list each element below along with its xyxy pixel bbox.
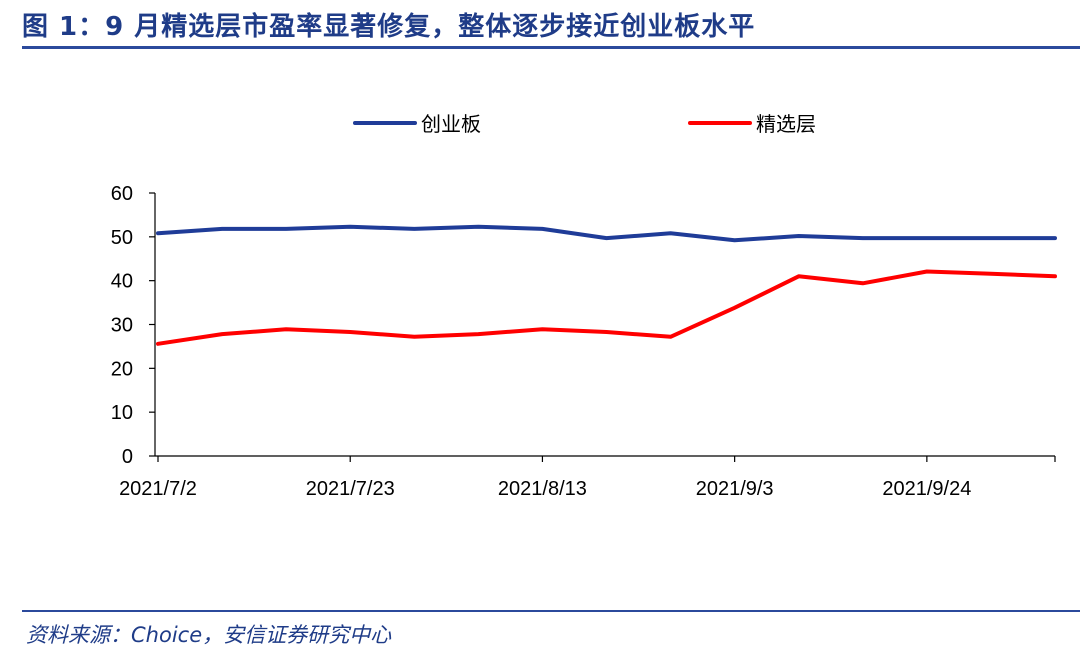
series-line-cyb bbox=[156, 224, 1057, 243]
title-divider bbox=[22, 46, 1080, 49]
line-chart: 创业板 精选层 0 10 20 30 40 50 60 2021/7/2 2021/7/23 202… bbox=[111, 112, 1057, 500]
y-tick-label: 60 bbox=[111, 183, 133, 205]
chart-axes: 0 10 20 30 40 50 60 2021/7/2 2021/7/23 2021/8/13 2… bbox=[111, 183, 1056, 500]
source-note: 资料来源：Choice，安信证券研究中心 bbox=[26, 623, 392, 647]
x-tick-label: 2021/7/23 bbox=[306, 478, 395, 500]
x-tick-label: 2021/8/13 bbox=[498, 478, 587, 500]
series-line-jxc bbox=[156, 269, 1057, 346]
y-tick-label: 10 bbox=[111, 402, 133, 424]
chart-legend: 创业板 精选层 bbox=[353, 112, 816, 136]
x-tick-label: 2021/7/2 bbox=[119, 478, 197, 500]
y-tick-label: 0 bbox=[122, 446, 133, 468]
page-title: 图 1：9 月精选层市盈率显著修复，整体逐步接近创业板水平 bbox=[22, 12, 756, 42]
source-divider bbox=[22, 610, 1080, 612]
y-tick-label: 20 bbox=[111, 358, 133, 380]
x-tick-label: 2021/9/3 bbox=[696, 478, 774, 500]
chart-series bbox=[156, 224, 1057, 346]
y-tick-label: 30 bbox=[111, 315, 133, 337]
y-tick-label: 50 bbox=[111, 227, 133, 249]
legend-label: 创业板 bbox=[421, 112, 481, 136]
x-tick-label: 2021/9/24 bbox=[882, 478, 971, 500]
legend-label: 精选层 bbox=[756, 112, 816, 136]
y-tick-label: 40 bbox=[111, 271, 133, 293]
